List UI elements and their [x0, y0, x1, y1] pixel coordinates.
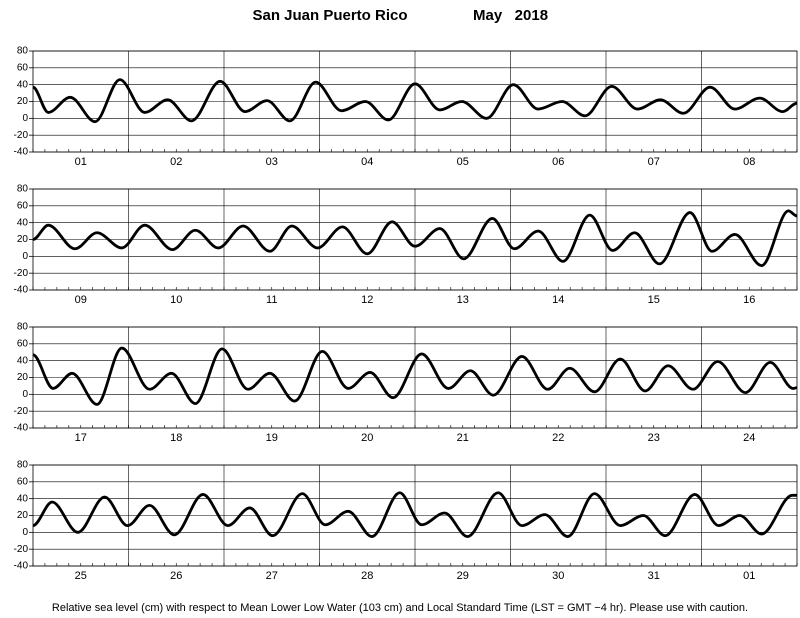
footnote: Relative sea level (cm) with respect to …: [52, 602, 748, 614]
panel: -40 -20 0 20 40 60 80 25 26 27 28 29 30 31 01: [14, 460, 798, 582]
y-tick-label: -40: [14, 285, 29, 296]
x-tick-label: 08: [743, 156, 755, 168]
x-tick-label: 21: [457, 432, 469, 444]
x-tick-label: 03: [266, 156, 278, 168]
y-tick-label: -20: [14, 268, 29, 279]
x-tick-label: 19: [266, 432, 278, 444]
y-tick-label: 80: [17, 322, 29, 333]
tide-line: [33, 491, 797, 538]
y-tick-label: 0: [22, 527, 28, 538]
y-tick-label: 80: [17, 460, 29, 471]
y-tick-label: 20: [17, 510, 29, 521]
x-tick-label: 30: [552, 570, 564, 582]
tide-line: [33, 78, 797, 124]
x-tick-label: 02: [170, 156, 182, 168]
y-tick-label: -40: [14, 423, 29, 434]
y-tick-label: 20: [17, 234, 29, 245]
x-tick-label: 17: [75, 432, 87, 444]
y-tick-label: -20: [14, 130, 29, 141]
y-tick-label: -20: [14, 406, 29, 417]
x-tick-label: 09: [75, 294, 87, 306]
x-tick-label: 04: [361, 156, 373, 168]
plot-frame: [32, 50, 798, 153]
tide-line: [33, 346, 797, 406]
y-tick-label: 20: [17, 372, 29, 383]
x-tick-label: 26: [170, 570, 182, 582]
x-tick-label: 29: [457, 570, 469, 582]
chart-date: May 2018: [473, 7, 548, 24]
tide-line: [33, 209, 797, 267]
x-tick-label: 14: [552, 294, 564, 306]
x-tick-label: 23: [648, 432, 660, 444]
x-tick-label: 10: [170, 294, 182, 306]
x-tick-label: 16: [743, 294, 755, 306]
x-tick-label: 12: [361, 294, 373, 306]
x-tick-label: 25: [75, 570, 87, 582]
x-tick-label: 27: [266, 570, 278, 582]
y-tick-label: 60: [17, 476, 29, 487]
y-tick-label: 40: [17, 217, 29, 228]
x-tick-label: 28: [361, 570, 373, 582]
y-tick-label: 60: [17, 62, 29, 73]
y-tick-label: 40: [17, 493, 29, 504]
x-tick-label: 07: [648, 156, 660, 168]
x-tick-label: 11: [266, 294, 277, 306]
x-tick-label: 01: [743, 570, 755, 582]
x-tick-label: 15: [648, 294, 660, 306]
panel: -40 -20 0 20 40 60 80 09 10 11 12 13 14 15 16: [14, 184, 798, 306]
y-tick-label: 60: [17, 200, 29, 211]
plot-frame: [32, 464, 798, 567]
chart-title: San Juan Puerto Rico: [252, 7, 407, 24]
x-tick-label: 06: [552, 156, 564, 168]
x-tick-label: 22: [552, 432, 564, 444]
y-tick-label: 0: [22, 389, 28, 400]
plot-frame: [32, 326, 798, 429]
x-tick-label: 18: [170, 432, 182, 444]
y-tick-label: 40: [17, 355, 29, 366]
y-tick-label: 80: [17, 184, 29, 195]
x-tick-label: 01: [75, 156, 87, 168]
y-tick-label: 60: [17, 338, 29, 349]
y-tick-label: 40: [17, 79, 29, 90]
y-tick-label: -20: [14, 544, 29, 555]
y-tick-label: -40: [14, 147, 29, 158]
x-tick-label: 13: [457, 294, 469, 306]
panel: -40 -20 0 20 40 60 80 01 02 03 04 05 06 07 08: [14, 46, 798, 168]
x-tick-label: 20: [361, 432, 373, 444]
y-tick-label: -40: [14, 561, 29, 572]
y-tick-label: 20: [17, 96, 29, 107]
y-tick-label: 0: [22, 113, 28, 124]
y-tick-label: 0: [22, 251, 28, 262]
panel: -40 -20 0 20 40 60 80 17 18 19 20 21 22 23 24: [14, 322, 798, 444]
x-tick-label: 05: [457, 156, 469, 168]
x-tick-label: 31: [648, 570, 660, 582]
y-tick-label: 80: [17, 46, 29, 57]
x-tick-label: 24: [743, 432, 755, 444]
